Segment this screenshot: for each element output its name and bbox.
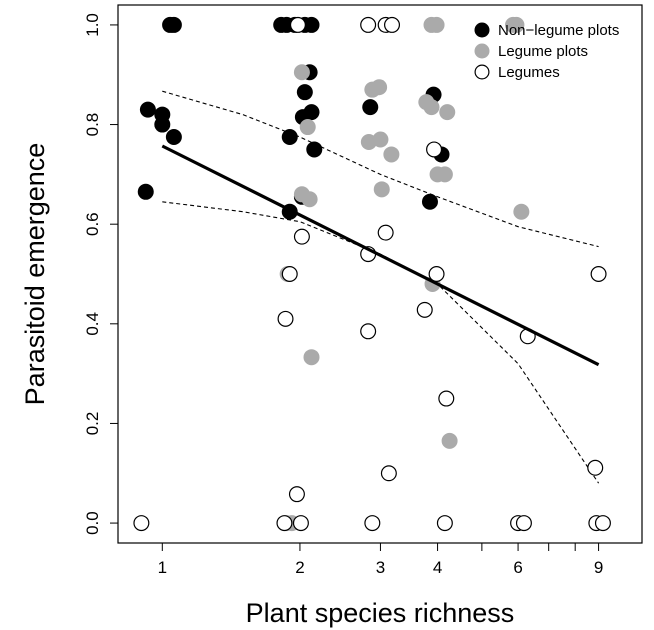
data-point	[372, 131, 389, 148]
data-point	[303, 16, 320, 33]
data-point	[513, 203, 530, 220]
data-point	[362, 99, 379, 116]
data-point	[360, 16, 377, 33]
x-tick-label: 9	[594, 558, 603, 577]
data-point	[165, 129, 182, 146]
data-point	[281, 266, 298, 283]
data-point	[139, 101, 156, 118]
x-tick-label: 2	[295, 558, 304, 577]
x-axis: 1 2 3 4 6 9	[158, 543, 603, 577]
data-point	[436, 515, 453, 532]
fit-line	[161, 144, 600, 367]
data-point	[428, 266, 445, 283]
y-tick-label: 0.4	[83, 312, 102, 336]
legend-label: Legume plots	[498, 43, 588, 60]
data-point	[137, 183, 154, 200]
data-point	[508, 16, 525, 33]
x-tick-label: 6	[513, 558, 522, 577]
data-points	[133, 16, 611, 532]
legend-marker	[474, 22, 490, 38]
data-point	[590, 266, 607, 283]
data-point	[439, 104, 456, 121]
data-point	[377, 224, 394, 241]
data-point	[277, 310, 294, 327]
legend-marker	[474, 64, 490, 80]
data-point	[364, 515, 381, 532]
data-point	[299, 119, 316, 136]
data-point	[281, 129, 298, 146]
y-axis-title: Parasitoid emergence	[20, 143, 50, 406]
y-tick-label: 0.8	[83, 113, 102, 137]
data-point	[288, 486, 305, 503]
data-point	[133, 515, 150, 532]
data-point	[303, 349, 320, 366]
legend-label: Non−legume plots	[498, 22, 619, 39]
data-point	[371, 79, 388, 96]
data-point	[587, 459, 604, 476]
legend-label: Legumes	[498, 64, 560, 81]
data-point	[276, 515, 293, 532]
legend: Non−legume plots Legume plots Legumes	[474, 22, 619, 81]
y-tick-label: 0.6	[83, 212, 102, 236]
y-tick-label: 0.0	[83, 511, 102, 535]
y-tick-label: 1.0	[83, 13, 102, 37]
data-point	[293, 228, 310, 245]
confidence-band	[162, 90, 600, 484]
data-point	[428, 16, 445, 33]
legend-marker	[474, 43, 490, 59]
x-tick-label: 1	[158, 558, 167, 577]
data-point	[296, 84, 313, 101]
data-point	[438, 390, 455, 407]
data-point	[384, 16, 401, 33]
data-point	[360, 323, 377, 340]
data-point	[301, 191, 318, 208]
data-point	[421, 193, 438, 210]
x-tick-label: 3	[376, 558, 385, 577]
ci-upper-line	[162, 90, 599, 248]
data-point	[292, 515, 309, 532]
data-point	[289, 16, 306, 33]
ci-lower-line	[162, 201, 600, 484]
data-point	[165, 16, 182, 33]
x-tick-label: 4	[433, 558, 442, 577]
y-axis: 0.0 0.2 0.4 0.6 0.8 1.0	[83, 13, 118, 535]
data-point	[441, 432, 458, 449]
data-point	[383, 146, 400, 163]
data-point	[416, 301, 433, 318]
data-point	[423, 99, 440, 116]
data-point	[380, 465, 397, 482]
data-point	[293, 64, 310, 81]
data-point	[426, 141, 443, 158]
data-point	[306, 141, 323, 158]
y-tick-label: 0.2	[83, 412, 102, 436]
data-point	[515, 515, 532, 532]
data-point	[373, 181, 390, 198]
data-point	[436, 166, 453, 183]
x-axis-title: Plant species richness	[246, 598, 515, 628]
data-point	[154, 116, 171, 133]
regression-fit	[161, 144, 600, 367]
data-point	[594, 515, 611, 532]
